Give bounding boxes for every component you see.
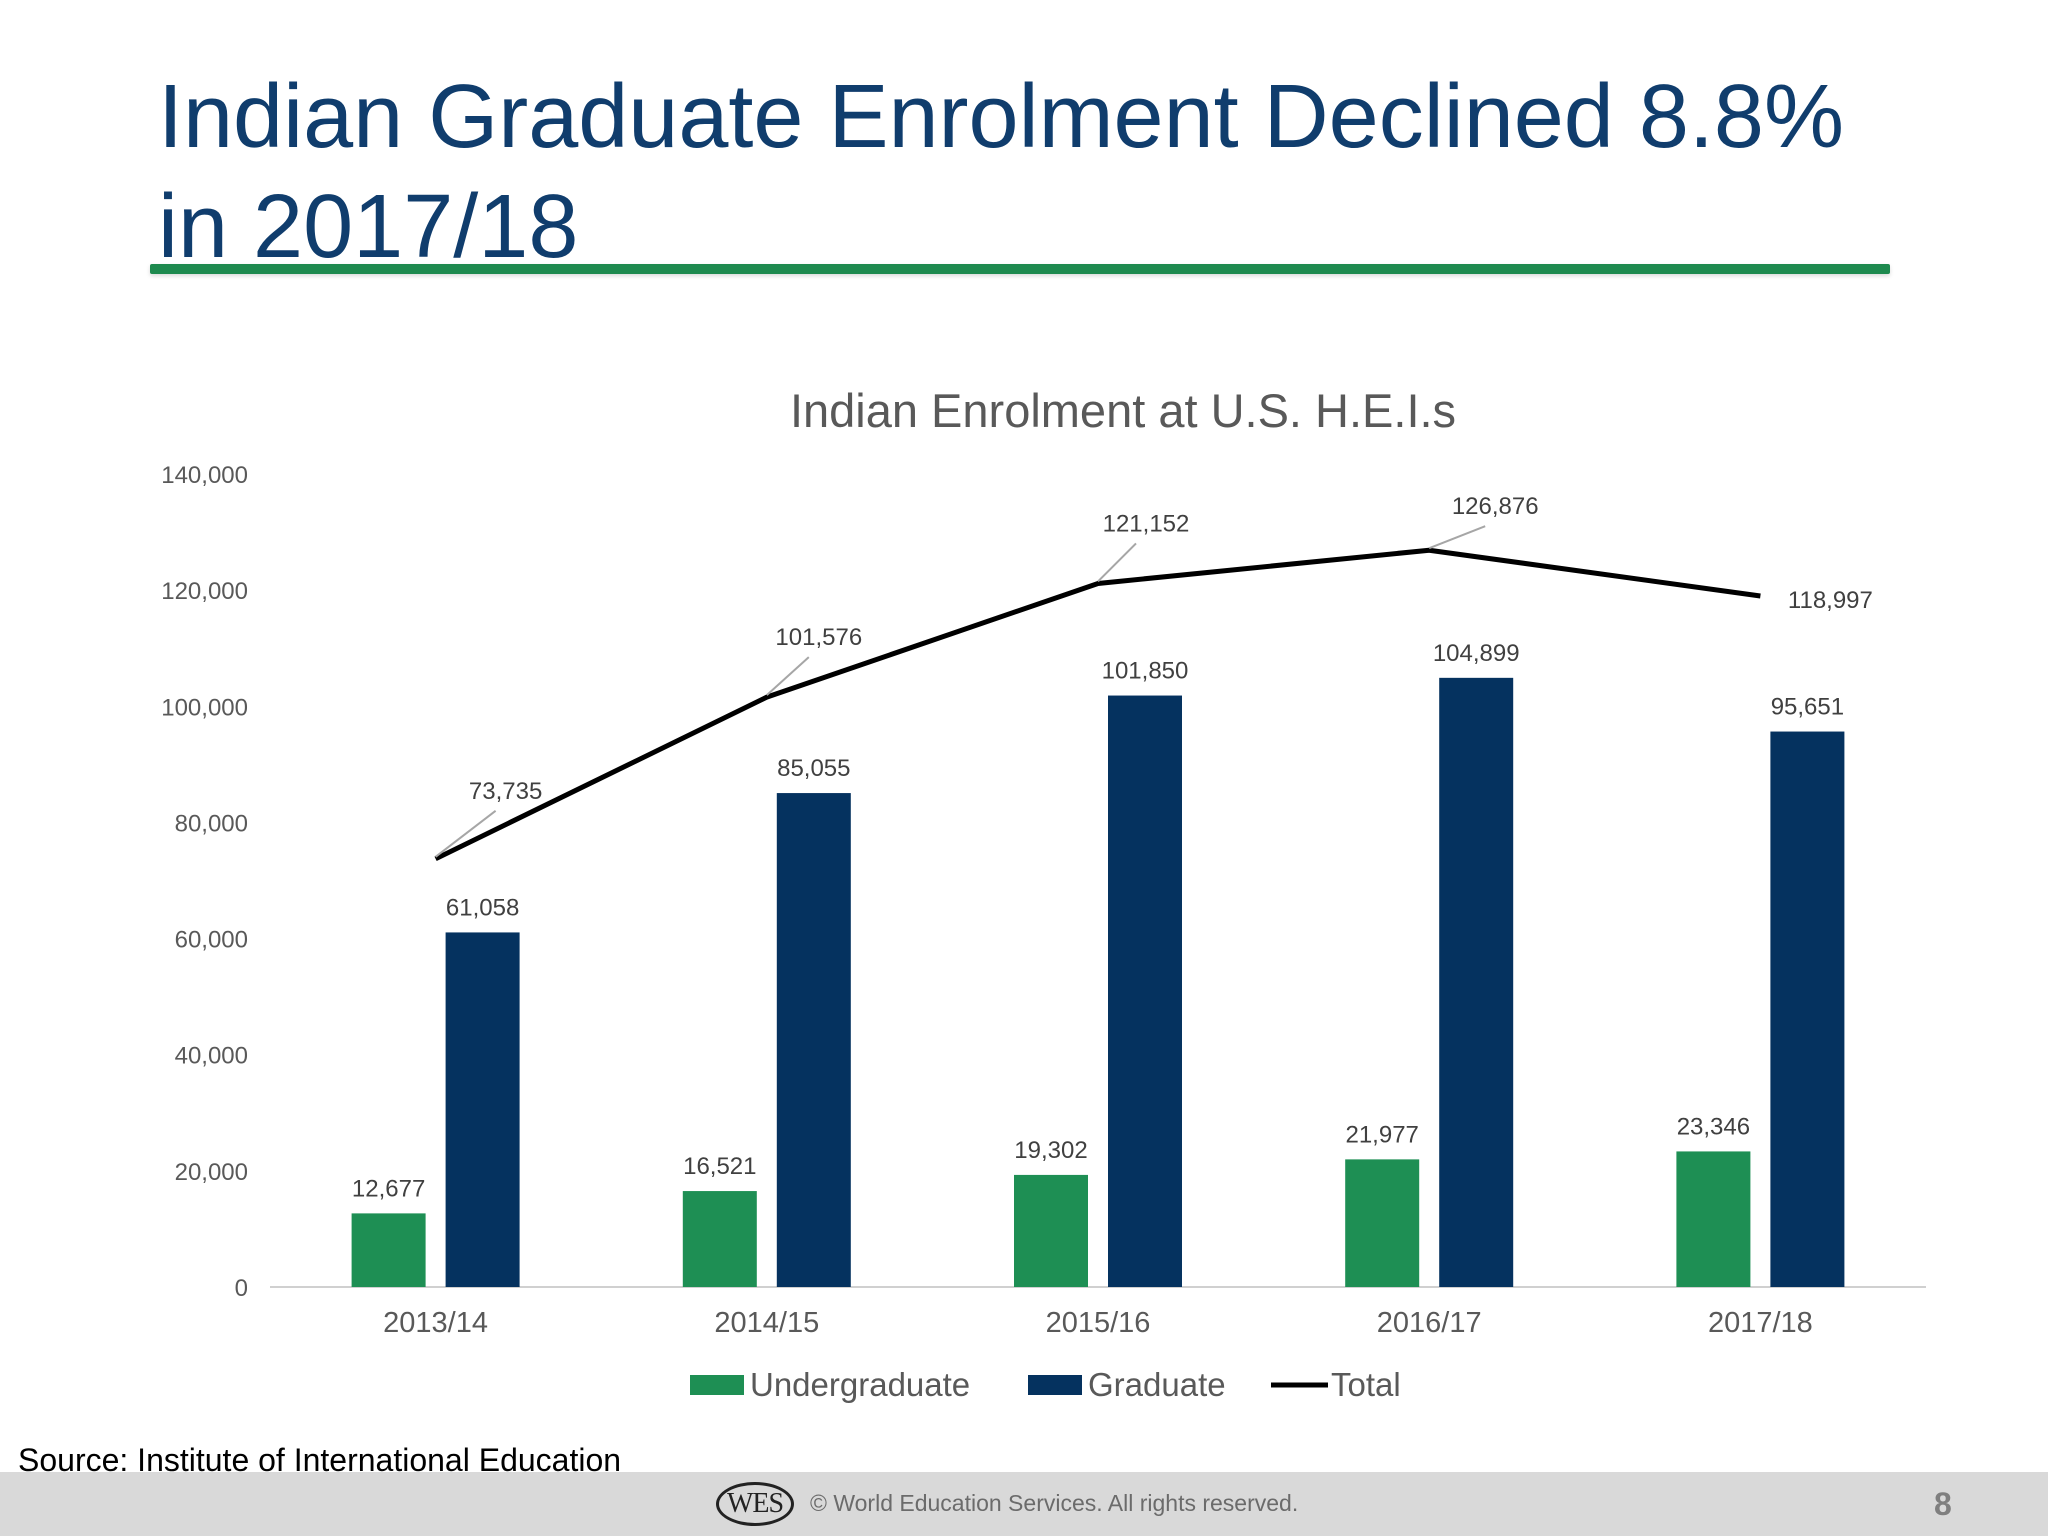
legend-label-undergraduate: Undergraduate	[750, 1366, 970, 1403]
graduate-bar	[445, 932, 520, 1287]
legend-label-total: Total	[1331, 1366, 1401, 1403]
undergraduate-bar	[1345, 1159, 1420, 1287]
total-data-label: 126,876	[1452, 493, 1539, 520]
graduate-bar	[1108, 695, 1182, 1287]
footer-bar: WES © World Education Services. All righ…	[0, 1472, 2048, 1536]
graduate-bar	[1439, 677, 1514, 1287]
graduate-data-label: 61,058	[446, 894, 519, 921]
page-number: 8	[1934, 1486, 1952, 1522]
undergraduate-data-label: 23,346	[1677, 1113, 1750, 1140]
y-tick-label: 0	[235, 1275, 248, 1302]
graduate-data-label: 95,651	[1771, 694, 1844, 721]
enrolment-chart: Indian Enrolment at U.S. H.E.I.s 0 20,000 4…	[161, 384, 1926, 1403]
undergraduate-bar	[1014, 1174, 1088, 1287]
legend-label-graduate: Graduate	[1088, 1366, 1226, 1403]
undergraduate-bar	[682, 1191, 757, 1287]
undergraduate-bar	[351, 1213, 426, 1287]
graduate-data-label: 101,850	[1102, 658, 1189, 685]
total-line	[434, 547, 1761, 862]
x-tick-label: 2017/18	[1708, 1307, 1813, 1339]
graduate-data-label: 104,899	[1433, 640, 1520, 667]
total-data-label: 73,735	[469, 778, 542, 805]
x-tick-label: 2014/15	[714, 1307, 819, 1339]
x-tick-label: 2013/14	[383, 1307, 488, 1339]
undergraduate-data-label: 19,302	[1014, 1137, 1087, 1164]
y-tick-label: 140,000	[161, 462, 248, 489]
total-leader-line	[434, 810, 497, 858]
graduate-bar	[776, 793, 851, 1287]
y-tick-label: 120,000	[161, 578, 248, 605]
copyright-text: © World Education Services. All rights r…	[810, 1490, 1299, 1516]
y-tick-label: 60,000	[175, 927, 248, 954]
undergraduate-data-label: 16,521	[683, 1153, 756, 1180]
y-tick-label: 80,000	[175, 810, 248, 837]
y-tick-label: 40,000	[175, 1043, 248, 1070]
title-underline	[150, 264, 1890, 274]
total-leader-line	[1428, 525, 1486, 550]
total-data-label: 118,997	[1788, 587, 1873, 614]
y-tick-label: 20,000	[175, 1159, 248, 1186]
x-tick-label: 2015/16	[1046, 1307, 1151, 1339]
total-leader-line	[1097, 542, 1137, 583]
legend-swatch-graduate	[1028, 1375, 1082, 1395]
slide-title: Indian Graduate Enrolment Declined 8.8% …	[158, 67, 1845, 277]
total-data-label: 121,152	[1103, 510, 1190, 537]
graduate-data-label: 85,055	[777, 755, 850, 782]
total-leader-line	[766, 656, 810, 696]
x-tick-label: 2016/17	[1377, 1307, 1482, 1339]
legend-swatch-undergraduate	[690, 1375, 744, 1395]
total-data-label: 101,576	[775, 624, 862, 651]
wes-logo: WES	[716, 1482, 794, 1526]
undergraduate-bar	[1676, 1151, 1751, 1287]
y-tick-label: 100,000	[161, 694, 248, 721]
graduate-bar	[1770, 731, 1845, 1287]
undergraduate-data-label: 12,677	[352, 1175, 425, 1202]
undergraduate-data-label: 21,977	[1345, 1121, 1418, 1148]
chart-title: Indian Enrolment at U.S. H.E.I.s	[790, 384, 1456, 437]
